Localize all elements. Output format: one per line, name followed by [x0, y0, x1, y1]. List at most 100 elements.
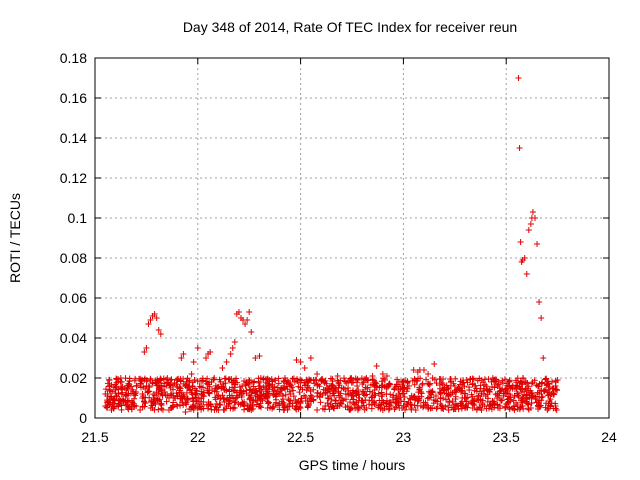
data-point: [155, 397, 162, 404]
data-point: [529, 209, 536, 215]
data-point: [353, 379, 360, 386]
data-point: [451, 383, 458, 389]
data-point: [166, 395, 173, 401]
data-point: [153, 315, 160, 321]
data-point: [243, 387, 250, 394]
y-tick-label: 0.16: [60, 90, 87, 106]
data-point: [104, 380, 111, 387]
data-point: [318, 375, 325, 382]
data-point: [401, 394, 408, 401]
data-point: [438, 405, 445, 412]
data-point: [455, 384, 462, 391]
data-point: [513, 399, 520, 406]
data-point: [463, 376, 470, 383]
data-point: [539, 393, 546, 400]
data-point: [503, 391, 510, 397]
data-point: [155, 385, 162, 392]
data-point: [303, 376, 310, 383]
data-point: [393, 392, 400, 399]
data-point: [372, 392, 379, 399]
data-point: [223, 403, 230, 409]
data-point: [204, 385, 211, 392]
data-point: [548, 400, 555, 407]
data-point: [223, 359, 230, 365]
data-point: [489, 375, 496, 382]
data-point: [211, 375, 218, 381]
data-point: [438, 379, 445, 386]
data-point: [129, 399, 136, 405]
data-point: [399, 382, 406, 389]
data-point: [242, 382, 249, 389]
data-point: [276, 400, 283, 407]
data-point: [205, 390, 212, 397]
data-point: [198, 391, 205, 397]
data-point: [170, 383, 177, 389]
data-point: [137, 381, 144, 387]
data-point: [264, 405, 271, 411]
data-point: [496, 385, 503, 392]
data-point: [406, 383, 413, 390]
data-point: [370, 377, 377, 384]
data-point: [289, 384, 296, 391]
data-point: [347, 406, 354, 413]
data-point: [153, 389, 160, 396]
data-point: [115, 375, 122, 382]
data-point: [549, 378, 556, 385]
data-point: [528, 392, 535, 399]
data-point: [230, 378, 237, 385]
data-point: [431, 376, 438, 383]
data-point: [251, 387, 258, 394]
data-point: [437, 401, 444, 407]
data-point: [490, 400, 497, 407]
x-axis-ticks: 21.5 22 22.5 23 23.5 24: [81, 58, 617, 445]
data-point: [124, 392, 131, 399]
data-point: [182, 409, 189, 415]
data-point: [528, 380, 535, 387]
data-point: [524, 380, 531, 387]
data-point: [301, 382, 308, 389]
y-axis-ticks: 0 0.02 0.04 0.06 0.08 0.1 0.12 0.14 0.16 0.18: [60, 50, 609, 426]
data-point: [381, 376, 388, 383]
data-point: [418, 389, 425, 396]
data-point: [503, 401, 510, 407]
data-point: [196, 378, 203, 385]
data-point: [522, 398, 529, 405]
data-point: [191, 376, 198, 383]
data-point: [257, 395, 264, 402]
data-point: [243, 379, 250, 386]
data-point: [186, 377, 193, 384]
data-point: [307, 392, 314, 399]
data-point: [174, 393, 181, 399]
data-point: [124, 405, 131, 411]
y-tick-label: 0.08: [60, 250, 87, 266]
data-point: [478, 391, 485, 397]
data-point: [434, 398, 441, 405]
data-point: [520, 375, 527, 382]
data-point: [297, 359, 304, 365]
data-point: [474, 377, 481, 384]
data-point: [225, 397, 232, 404]
data-point: [142, 400, 149, 407]
data-point: [126, 377, 133, 384]
data-point: [378, 389, 385, 396]
data-point: [408, 392, 415, 399]
data-point: [513, 385, 520, 392]
data-point: [481, 376, 488, 383]
data-point: [412, 407, 419, 413]
data-point: [208, 406, 215, 413]
data-point: [322, 377, 329, 384]
data-point: [364, 384, 371, 391]
data-point: [350, 376, 357, 383]
chart-title: Day 348 of 2014, Rate Of TEC Index for r…: [183, 19, 517, 35]
data-point: [265, 399, 272, 406]
data-point: [215, 407, 222, 413]
data-point: [445, 407, 452, 413]
data-point: [475, 392, 482, 399]
data-point: [325, 395, 332, 402]
data-point: [501, 376, 508, 383]
plot-frame: [94, 57, 610, 419]
data-point: [552, 383, 559, 389]
data-point: [115, 400, 122, 407]
data-point: [301, 365, 308, 371]
data-point: [378, 378, 385, 385]
